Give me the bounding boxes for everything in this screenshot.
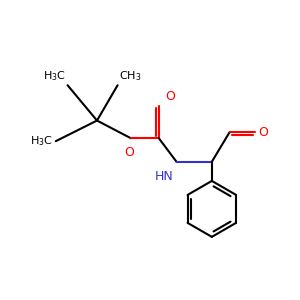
Text: O: O	[124, 146, 134, 160]
Text: CH$_3$: CH$_3$	[119, 69, 142, 83]
Text: H$_3$C: H$_3$C	[43, 69, 66, 83]
Text: O: O	[165, 90, 175, 103]
Text: HN: HN	[155, 170, 174, 183]
Text: O: O	[258, 126, 268, 139]
Text: H$_3$C: H$_3$C	[30, 134, 53, 148]
